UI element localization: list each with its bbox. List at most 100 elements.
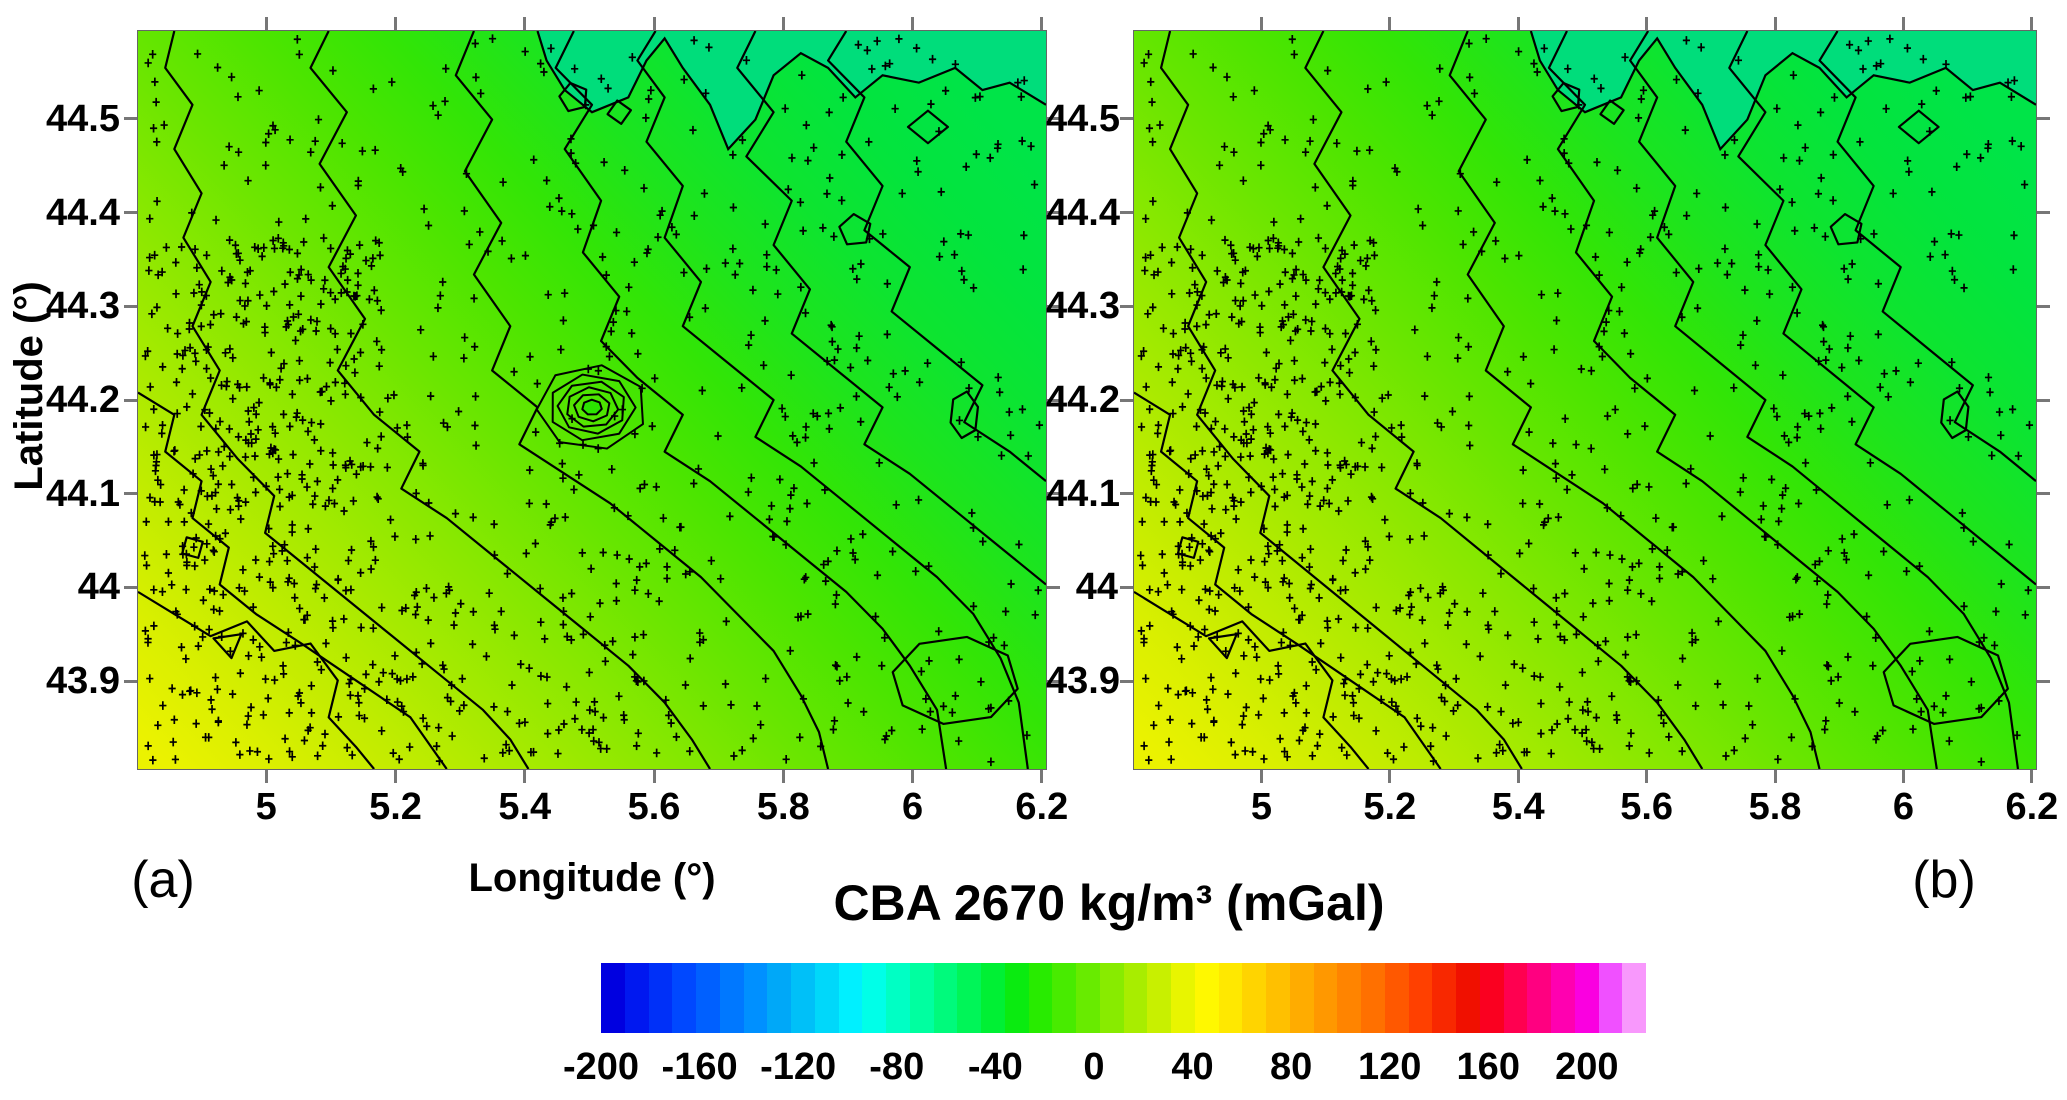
y-tick-label: 44.3: [46, 285, 120, 328]
colorbar-tick-label: 40: [1171, 1046, 1214, 1088]
colorbar-segment: [1622, 963, 1646, 1033]
contour-line: [454, 31, 830, 769]
x-tick-mark: [652, 770, 656, 783]
x-tick-label: 5: [255, 786, 277, 828]
contour-line: [138, 590, 375, 769]
x-tick-mark-top: [1645, 17, 1649, 30]
colorbar-tick-label: 120: [1357, 1046, 1422, 1088]
contour-line: [1304, 31, 1704, 769]
colorbar-tick-label: -160: [661, 1046, 738, 1088]
colorbar-tick-label: -120: [760, 1046, 837, 1088]
bullseye-ring: [573, 393, 611, 423]
x-tick-label: 5.2: [1363, 786, 1417, 828]
colorbar-segment: [1574, 963, 1599, 1033]
y-tick-label-b: 44: [1075, 566, 1118, 609]
contour-loop: [1207, 633, 1238, 660]
colorbar-tick-label: -200: [562, 1046, 640, 1088]
y-tick-mark: [124, 211, 137, 215]
x-tick-mark-top: [264, 17, 268, 30]
contour-line: [1134, 590, 1370, 769]
contour-map-b: [1134, 31, 2036, 769]
colorbar-segment: [743, 963, 768, 1033]
station-markers: [1137, 34, 2034, 767]
contour-loop: [1882, 635, 2009, 726]
y-tick-mark-right: [1047, 492, 1060, 496]
x-tick-label: 5.8: [1748, 786, 1802, 828]
colorbar-tick-label: -80: [869, 1046, 925, 1088]
panel-label-b: (b): [1912, 851, 1976, 909]
panel-label-a: (a): [131, 851, 195, 909]
colorbar-segment: [886, 963, 910, 1033]
teal-band: [537, 31, 1046, 150]
contour-loop: [891, 635, 1019, 726]
colorbar-segment: [1099, 963, 1124, 1033]
y-tick-mark: [1120, 117, 1133, 121]
x-tick-mark-top: [1516, 17, 1520, 30]
colorbar-segment: [1337, 963, 1361, 1033]
contour-line: [1629, 31, 2020, 769]
x-tick-mark: [911, 770, 915, 783]
x-tick-label: 5.2: [369, 786, 422, 828]
y-tick-mark: [124, 117, 137, 121]
map-background: [1134, 31, 2036, 769]
colorbar-segment: [1147, 963, 1171, 1033]
colorbar-tick-label: -40: [967, 1046, 1023, 1088]
y-tick-mark-right: [2037, 585, 2050, 589]
y-tick-label: 44: [77, 566, 120, 609]
x-tick-label: 5: [1250, 786, 1272, 828]
colorbar-segment: [696, 963, 720, 1033]
colorbar-segment: [1242, 963, 1266, 1033]
colorbar-segment: [1598, 963, 1623, 1033]
contour-line: [736, 31, 1046, 586]
colorbar-segment: [1527, 963, 1551, 1033]
x-tick-mark-top: [1040, 17, 1044, 30]
colorbar-segment: [1266, 963, 1290, 1033]
y-tick-mark-right: [1047, 211, 1060, 215]
x-tick-label: 6: [901, 786, 924, 828]
y-tick-mark: [1120, 211, 1133, 215]
x-tick-mark: [523, 770, 527, 783]
colorbar-segment: [648, 963, 673, 1033]
y-tick-label-b: 43.9: [1046, 660, 1120, 702]
y-tick-mark: [1120, 398, 1133, 402]
x-tick-mark: [1901, 770, 1905, 783]
colorbar-segment: [909, 963, 934, 1033]
x-tick-mark-top: [394, 17, 398, 30]
y-tick-mark-right: [2037, 679, 2050, 683]
colorbar-tick-label: 0: [1083, 1046, 1105, 1088]
y-tick-label: 44.1: [46, 472, 120, 515]
contour-line: [1818, 31, 2036, 483]
x-tick-label: 6.2: [1015, 786, 1069, 828]
colorbar-segment: [1052, 963, 1076, 1033]
x-tick-mark: [394, 770, 398, 783]
colorbar-segment: [601, 963, 625, 1033]
colorbar-tick-label: 160: [1456, 1046, 1520, 1088]
y-tick-mark-right: [1047, 398, 1060, 402]
contour-line: [309, 31, 711, 769]
x-tick-mark: [1516, 770, 1520, 783]
x-tick-mark-top: [1773, 17, 1777, 30]
colorbar-segment: [672, 963, 696, 1033]
contour-loop: [1940, 390, 1970, 440]
colorbar-tick-label: 200: [1555, 1046, 1619, 1088]
x-tick-mark-top: [781, 17, 785, 30]
bullseye-ring: [556, 380, 625, 435]
contour-loop: [949, 390, 980, 440]
y-tick-mark-right: [2037, 211, 2050, 215]
x-tick-label: 6: [1892, 786, 1915, 828]
contour-line: [554, 31, 948, 769]
y-tick-label: 44.2: [46, 379, 120, 421]
colorbar-segment: [1194, 963, 1219, 1033]
bullseye-ring: [551, 373, 637, 442]
y-tick-mark-right: [1047, 117, 1060, 121]
colorbar-segment: [1004, 963, 1029, 1033]
contour-loop: [1829, 213, 1863, 246]
bullseye-ring: [566, 386, 620, 428]
y-tick-mark: [1120, 585, 1133, 589]
colorbar-segment: [838, 963, 863, 1033]
colorbar-segment: [624, 963, 649, 1033]
colorbar-segment: [791, 963, 815, 1033]
colorbar: [601, 963, 1646, 1033]
x-tick-mark-top: [1259, 17, 1263, 30]
colorbar-segment: [719, 963, 744, 1033]
